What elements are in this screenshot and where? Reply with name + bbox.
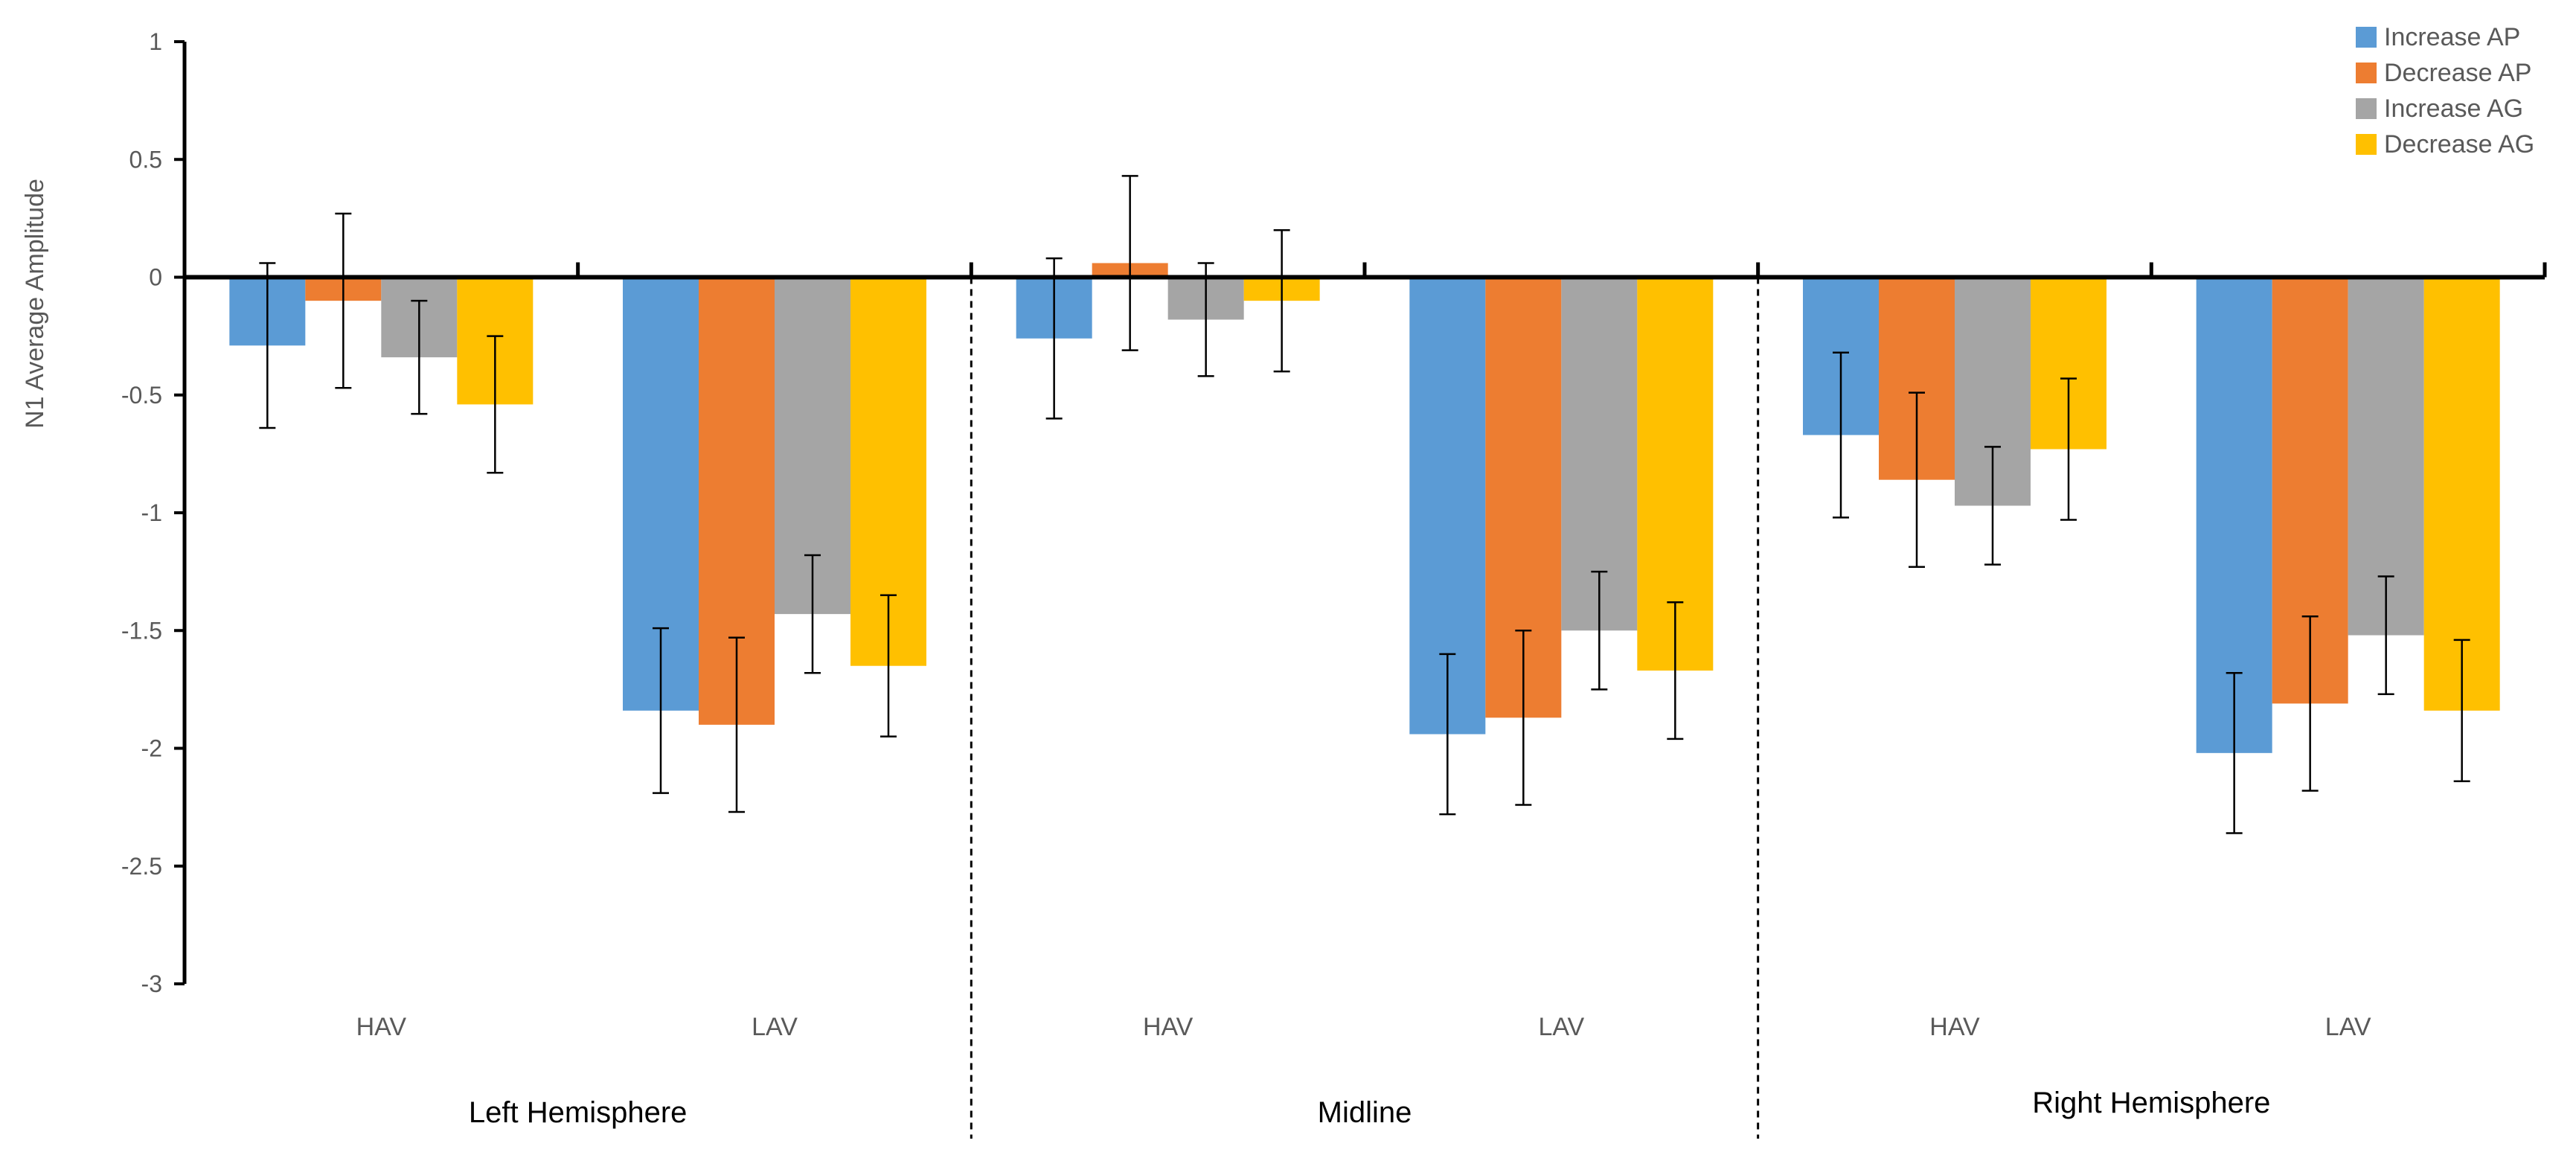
y-tick-label: -2.5 bbox=[121, 853, 162, 880]
legend-swatch bbox=[2356, 27, 2377, 48]
y-axis-title: N1 Average Amplitude bbox=[21, 179, 49, 429]
category-label: LAV bbox=[1538, 1013, 1584, 1041]
y-tick-label: 0 bbox=[149, 264, 162, 291]
legend-swatch bbox=[2356, 98, 2377, 119]
group-label: Right Hemisphere bbox=[2032, 1087, 2270, 1119]
category-label: HAV bbox=[1929, 1013, 1980, 1041]
group-label: Left Hemisphere bbox=[469, 1096, 687, 1129]
labels-layer: 1 0.5 0 -0.5 -1 -1.5 -2 -2.5 -3 HAV LAV HAV LAV HAV LA… bbox=[121, 28, 2371, 1129]
group-label: Midline bbox=[1318, 1096, 1412, 1129]
y-tick-label: -1 bbox=[141, 499, 162, 526]
y-tick-label: -1.5 bbox=[121, 617, 162, 644]
category-label: LAV bbox=[2325, 1013, 2371, 1041]
axes-layer bbox=[174, 40, 2547, 1139]
category-label: LAV bbox=[752, 1013, 798, 1041]
y-tick-label: -0.5 bbox=[121, 382, 162, 409]
y-tick-label: 1 bbox=[149, 28, 162, 55]
legend-label: Increase AP bbox=[2384, 23, 2520, 51]
category-label: HAV bbox=[356, 1013, 407, 1041]
legend-swatch bbox=[2356, 63, 2377, 83]
y-tick-label: -3 bbox=[141, 970, 162, 997]
error-bars-layer bbox=[259, 175, 2470, 834]
bar bbox=[2423, 277, 2500, 711]
legend-label: Decrease AP bbox=[2384, 59, 2531, 87]
category-label: HAV bbox=[1143, 1013, 1194, 1041]
legend-label: Decrease AG bbox=[2384, 130, 2534, 159]
y-tick-label: 0.5 bbox=[129, 146, 162, 173]
legend-swatch bbox=[2356, 134, 2377, 155]
legend-label: Increase AG bbox=[2384, 95, 2523, 123]
y-tick-label: -2 bbox=[141, 735, 162, 762]
bars-layer bbox=[229, 263, 2500, 753]
legend: Increase AP Decrease AP Increase AG Decreas… bbox=[2356, 23, 2534, 159]
